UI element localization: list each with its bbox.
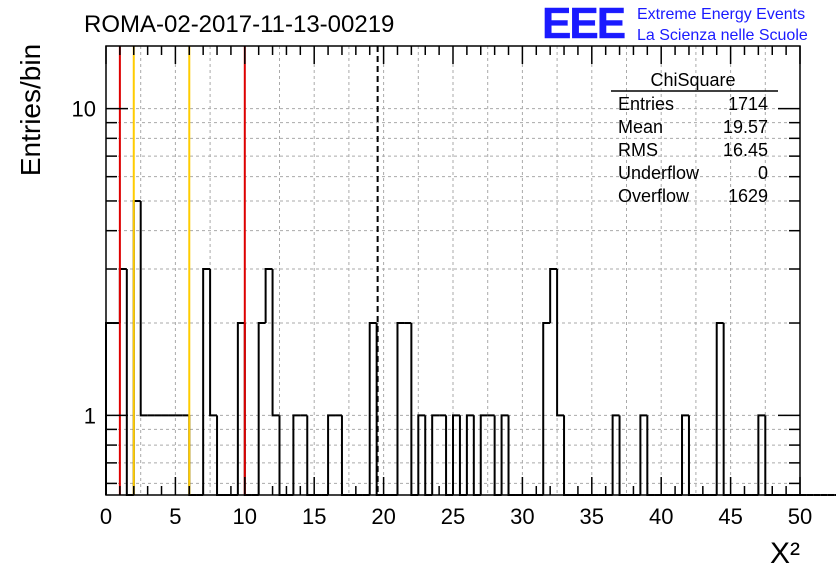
stats-box: ChiSquare Entries 1714 Mean 19.57 RMS 16…	[611, 70, 778, 206]
histogram-bin	[236, 322, 245, 495]
x-tick-label: 0	[100, 504, 112, 529]
stats-value-mean: 19.57	[723, 117, 768, 137]
histogram-bin	[757, 414, 766, 495]
stats-box-title: ChiSquare	[650, 70, 735, 90]
logo: EEE Extreme Energy Events La Scienza nel…	[542, 0, 808, 48]
histogram-bin	[264, 268, 273, 324]
histogram-bin	[465, 414, 474, 495]
stats-label-entries: Entries	[618, 94, 674, 114]
histogram-bin	[396, 322, 405, 495]
histogram-bin	[556, 269, 565, 417]
histogram-bin	[209, 269, 218, 417]
logo-line1: Extreme Energy Events	[637, 6, 805, 23]
vertical-markers	[118, 46, 379, 495]
y-tick-label: 1	[84, 403, 96, 428]
x-tick-label: 5	[169, 504, 181, 529]
chart-title: ROMA-02-2017-11-13-00219	[84, 11, 394, 38]
x-tick-label: 30	[510, 504, 534, 529]
histogram-bin	[431, 414, 440, 495]
logo-line2: La Scienza nelle Scuole	[637, 27, 808, 44]
histogram-bin	[549, 268, 558, 324]
stats-value-overflow: 1629	[728, 186, 768, 206]
x-tick-label: 35	[580, 504, 604, 529]
stats-label-rms: RMS	[618, 140, 658, 160]
stats-label-mean: Mean	[618, 117, 663, 137]
histogram-bin	[292, 414, 301, 495]
histogram-bin	[327, 414, 336, 495]
x-tick-label: 20	[371, 504, 395, 529]
histogram-bin	[452, 414, 460, 495]
stats-value-entries: 1714	[728, 94, 768, 114]
x-tick-label: 10	[233, 504, 257, 529]
histogram-bin	[257, 322, 266, 495]
histogram-bin	[202, 268, 211, 495]
histogram-bin	[542, 322, 551, 495]
axis-ticks: 0 5 10 15 20 25 30 35 40 45 50 1 10	[72, 46, 812, 529]
histogram-bin	[639, 414, 648, 495]
grid-lines	[106, 46, 800, 495]
logo-mark: EEE	[542, 0, 625, 48]
x-tick-label: 40	[649, 504, 673, 529]
x-axis-label: X²	[770, 537, 800, 570]
histogram-bin	[479, 414, 488, 495]
histogram-bin	[715, 322, 724, 495]
histogram-bin	[417, 414, 426, 495]
stats-label-overflow: Overflow	[618, 186, 690, 206]
histogram-bin	[271, 269, 280, 417]
x-tick-label: 25	[441, 504, 465, 529]
x-tick-label: 45	[718, 504, 742, 529]
y-axis-label: Entries/bin	[15, 44, 46, 176]
stats-value-rms: 16.45	[723, 140, 768, 160]
histogram-bin	[139, 200, 148, 417]
histogram-bin	[500, 414, 509, 495]
stats-value-underflow: 0	[758, 163, 768, 183]
x-tick-label: 50	[788, 504, 812, 529]
y-tick-label: 10	[72, 97, 96, 122]
histogram-bin	[368, 322, 377, 495]
x-tick-label: 15	[302, 504, 326, 529]
histogram-bin	[611, 414, 620, 495]
histogram-bin	[681, 414, 689, 495]
stats-label-underflow: Underflow	[618, 163, 700, 183]
